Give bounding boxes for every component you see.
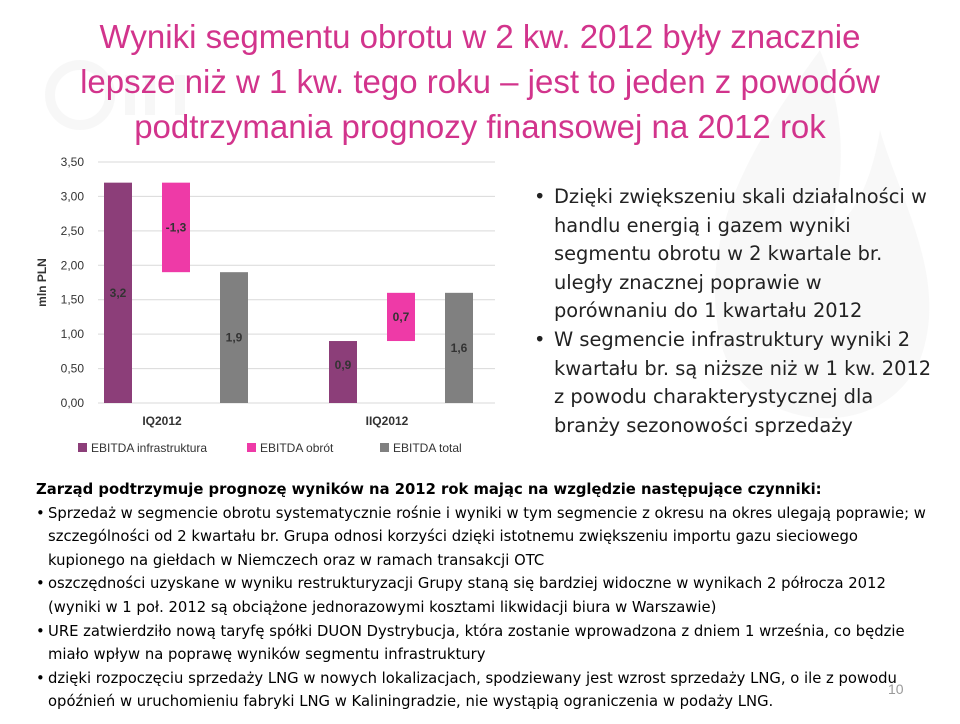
bar — [104, 182, 132, 403]
bullet-item: Dzięki zwiększeniu skali działalności w … — [532, 183, 932, 326]
data-label: 0,7 — [393, 310, 410, 324]
y-tick-label: 1,00 — [61, 327, 85, 341]
data-label: -1,3 — [166, 220, 187, 234]
outlook-item: URE zatwierdziło nową taryfę spółki DUON… — [36, 620, 926, 667]
title-line-3: podtrzymania prognozy finansowej na 2012… — [134, 108, 826, 145]
data-label: 1,9 — [226, 331, 243, 345]
bar — [387, 292, 415, 342]
y-tick-label: 3,00 — [61, 189, 85, 203]
data-label: 3,2 — [110, 286, 127, 300]
legend-swatch — [247, 443, 256, 452]
x-category-label: IIQ2012 — [366, 414, 409, 428]
legend-label: EBITDA total — [393, 441, 462, 455]
title-line-2: lepsze niż w 1 kw. tego roku – jest to j… — [80, 63, 880, 100]
data-label: 1,6 — [451, 341, 468, 355]
bar — [162, 182, 190, 273]
bar — [445, 292, 473, 403]
outlook-item: oszczędności uzyskane w wyniku restruktu… — [36, 572, 926, 619]
y-tick-label: 2,50 — [61, 224, 85, 238]
outlook-item: Sprzedaż w segmencie obrotu systematyczn… — [36, 502, 926, 573]
legend-swatch — [380, 443, 389, 452]
ebitda-waterfall-chart: 0,00 0,50 1,00 1,50 2,00 2,50 3,00 3,50 mln PLN 3… — [35, 155, 495, 455]
bar — [329, 341, 357, 403]
y-tick-label: 2,00 — [61, 258, 85, 272]
x-category-label: IQ2012 — [142, 414, 182, 428]
legend-swatch — [78, 443, 87, 452]
data-label: 0,9 — [335, 358, 352, 372]
legend-label: EBITDA obrót — [260, 441, 334, 455]
page-number: 10 — [888, 681, 904, 697]
title-line-1: Wyniki segmentu obrotu w 2 kw. 2012 były… — [99, 18, 861, 55]
y-tick-label: 1,50 — [61, 293, 85, 307]
slide-title: Wyniki segmentu obrotu w 2 kw. 2012 były… — [40, 14, 920, 149]
legend-label: EBITDA infrastruktura — [91, 441, 207, 455]
y-tick-label: 0,50 — [61, 362, 85, 376]
commentary-bullets: Dzięki zwiększeniu skali działalności w … — [532, 183, 932, 440]
bullet-item: W segmencie infrastruktury wyniki 2 kwar… — [532, 326, 932, 440]
outlook-section: Zarząd podtrzymuje prognozę wyników na 2… — [36, 478, 926, 714]
y-tick-label: 3,50 — [61, 155, 85, 169]
bar — [220, 272, 248, 403]
y-tick-label: 0,00 — [61, 396, 85, 410]
outlook-item: dzięki rozpoczęciu sprzedaży LNG w nowyc… — [36, 667, 926, 714]
y-axis-label: mln PLN — [35, 258, 49, 307]
outlook-heading: Zarząd podtrzymuje prognozę wyników na 2… — [36, 481, 822, 498]
logo-watermark-icon — [45, 60, 185, 130]
